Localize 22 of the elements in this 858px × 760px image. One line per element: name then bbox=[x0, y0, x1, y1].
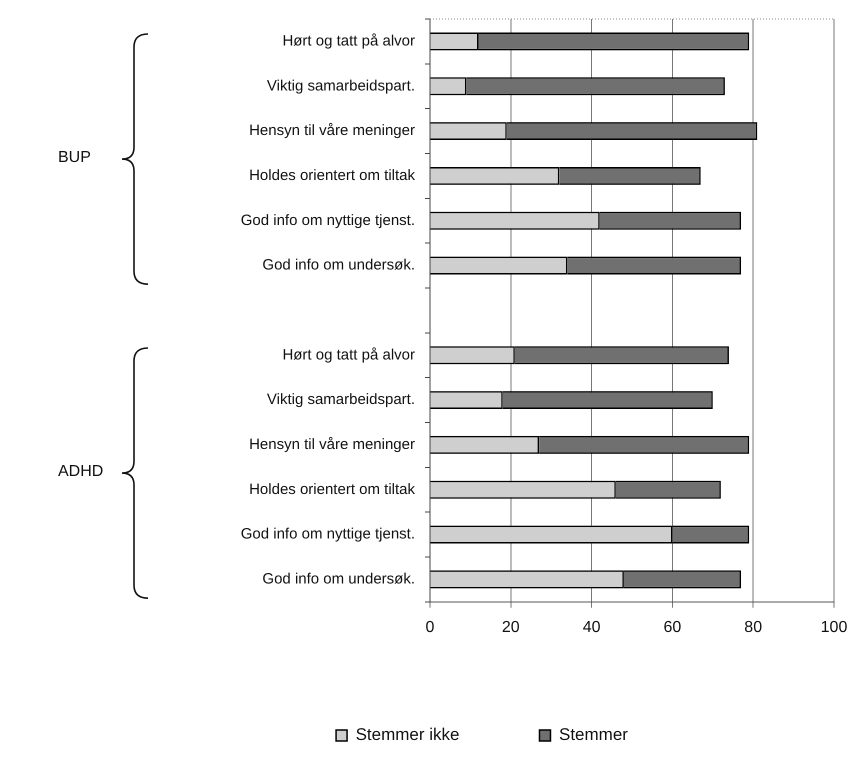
y-tick-label: Holdes orientert om tiltak bbox=[249, 167, 416, 184]
x-tick-label: 60 bbox=[664, 618, 682, 636]
y-tick-label: Hørt og tatt på alvor bbox=[282, 32, 415, 50]
y-tick-label: God info om nyttige tjenst. bbox=[240, 526, 415, 543]
y-tick-label: God info om undersøk. bbox=[262, 570, 415, 588]
x-tick-label: 20 bbox=[502, 618, 520, 636]
x-tick-label: 80 bbox=[744, 618, 762, 636]
x-tick-label: 40 bbox=[582, 618, 601, 636]
legend-label: Stemmer ikke bbox=[356, 725, 460, 744]
y-tick-label: Hørt og tatt på alvor bbox=[282, 346, 415, 364]
y-tick-label: Hensyn til våre meninger bbox=[249, 436, 415, 454]
text: ADHD bbox=[58, 463, 104, 482]
y-tick-label: Hensyn til våre meninger bbox=[249, 122, 415, 140]
x-tick-label: 0 bbox=[426, 618, 435, 636]
y-tick-label: Viktig samarbeidspart. bbox=[266, 391, 415, 408]
x-tick-label: 100 bbox=[820, 618, 848, 636]
y-tick-label: Holdes orientert om tiltak bbox=[249, 480, 416, 498]
y-tick-label: God info om undersøk. bbox=[262, 256, 415, 274]
y-tick-label: Viktig samarbeidspart. bbox=[266, 77, 415, 94]
y-tick-label: God info om nyttige tjenst. bbox=[240, 212, 415, 229]
text: BUP bbox=[58, 149, 91, 168]
legend-label: Stemmer bbox=[558, 725, 628, 744]
